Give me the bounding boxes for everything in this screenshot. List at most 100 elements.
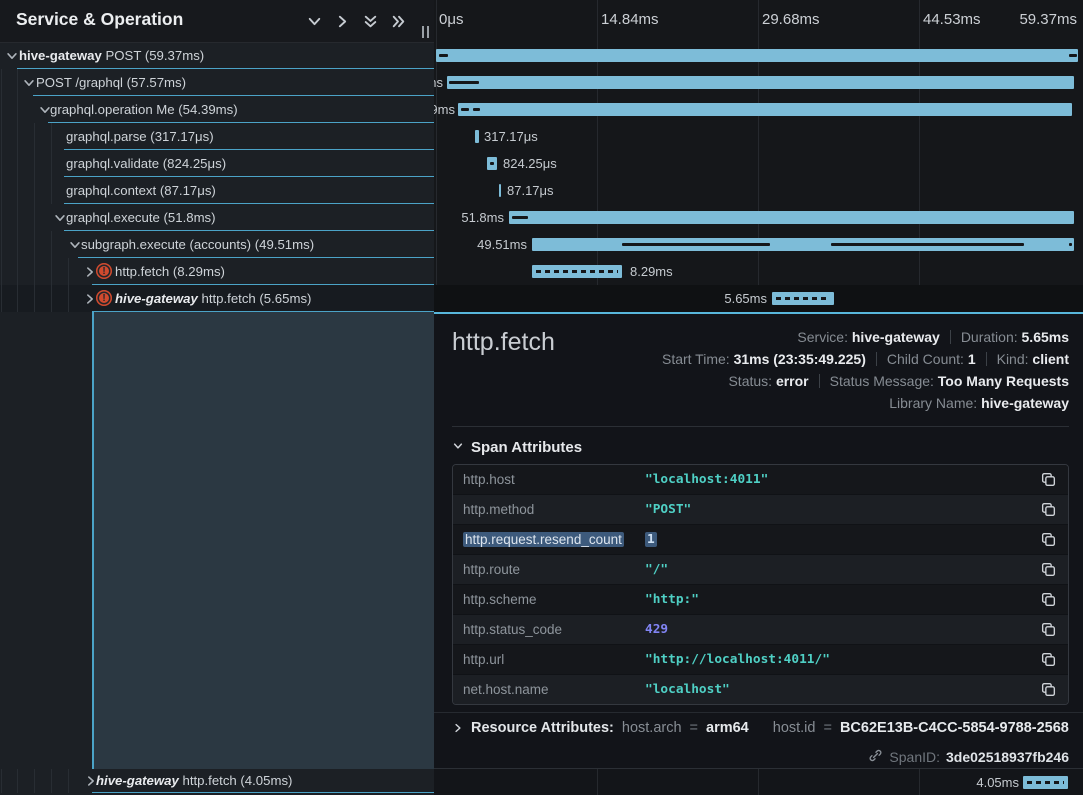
chevron-down-icon[interactable] (5, 49, 19, 63)
resource-value: BC62E13B-C4CC-5854-9788-2568... (839, 720, 1069, 736)
span-bar[interactable] (499, 184, 501, 197)
span-bar[interactable] (509, 211, 1074, 224)
expanded-span-region (92, 312, 434, 769)
span-duration-label: 87.17μs (507, 183, 554, 198)
chevron-down-icon[interactable] (38, 103, 52, 117)
attribute-key: http.scheme (463, 592, 537, 607)
indent-guide (17, 285, 18, 312)
span-meta-line: Status: error Status Message: Too Many Re… (662, 370, 1069, 392)
copy-icon[interactable] (1040, 501, 1058, 519)
meta-separator (949, 330, 951, 344)
chevron-right-icon[interactable] (83, 292, 97, 306)
meta-value: client (1032, 351, 1069, 367)
span-bar[interactable] (532, 238, 1074, 251)
copy-icon[interactable] (1040, 591, 1058, 609)
tree-row[interactable]: POST /graphql (57.57ms) (0, 69, 434, 96)
meta-key: Kind: (996, 351, 1033, 367)
tree-row-label: graphql.execute (51.8ms) (66, 210, 216, 225)
resource-attributes-row: Resource Attributes: host.arch = arm64 host.… (452, 720, 1069, 736)
expand-children-icon[interactable] (334, 13, 351, 30)
collapse-all-icon[interactable] (362, 13, 379, 30)
attribute-value: 1 (645, 532, 657, 547)
timeline-row: 317.17μs (434, 123, 1083, 150)
chevron-down-icon[interactable] (68, 238, 82, 252)
attribute-value: "/" (645, 562, 669, 577)
span-meta: Service: hive-gateway Duration: 5.65ms Sta… (662, 326, 1069, 414)
tree-row[interactable]: graphql.operation Me (54.39ms) (0, 96, 434, 123)
tree-row-label: graphql.parse (317.17μs) (66, 129, 214, 144)
chevron-right-icon[interactable] (84, 774, 98, 788)
collapse-children-icon[interactable] (306, 13, 323, 30)
indent-guide (34, 150, 35, 177)
span-attributes-header[interactable]: Span Attributes (452, 439, 582, 456)
timeline-row: 54.39ms (434, 96, 1083, 123)
link-icon[interactable] (868, 748, 883, 766)
span-bar[interactable] (772, 292, 834, 305)
attribute-row: http.request.resend_count 1 (453, 525, 1068, 554)
meta-value: 5.65ms (1021, 329, 1069, 345)
span-bar[interactable] (447, 76, 1074, 89)
row-separator (64, 230, 434, 231)
tree-row[interactable]: graphql.validate (824.25μs) (0, 150, 434, 177)
indent-guide (51, 231, 52, 258)
meta-value: Too Many Requests (937, 373, 1069, 389)
span-bar-segment (473, 108, 480, 111)
copy-icon[interactable] (1040, 531, 1058, 549)
chevron-down-icon[interactable] (22, 76, 36, 90)
tree-row-label: graphql.validate (824.25μs) (66, 156, 227, 171)
span-bar-segment (831, 243, 1024, 246)
row-separator (78, 257, 434, 258)
tree-row[interactable]: hive-gateway POST (59.37ms) (0, 42, 434, 69)
indent-guide (51, 150, 52, 177)
indent-guide (1, 231, 2, 258)
span-bar[interactable] (532, 265, 622, 278)
tree-row[interactable]: ! hive-gateway http.fetch (5.65ms) (0, 285, 434, 312)
meta-value: 1 (967, 351, 976, 367)
selected-row-highlight (434, 285, 1083, 312)
error-icon: ! (96, 263, 112, 279)
attribute-key: http.route (463, 562, 521, 577)
divider (434, 712, 1083, 713)
span-bar-segment (1069, 243, 1072, 246)
ruler-tick: 14.84ms (601, 11, 659, 28)
timeline-row: 57.57ms (434, 69, 1083, 96)
copy-icon[interactable] (1040, 651, 1058, 669)
meta-key: Library Name: (889, 395, 982, 411)
tree-row[interactable]: graphql.execute (51.8ms) (0, 204, 434, 231)
gridline (919, 0, 920, 312)
tree-row-label: hive-gateway POST (59.37ms) (19, 48, 205, 63)
resource-attributes-header[interactable]: Resource Attributes: (452, 720, 614, 736)
span-bar[interactable] (475, 130, 479, 143)
panel-resize-handle[interactable] (422, 26, 429, 38)
span-duration-label: 824.25μs (503, 156, 557, 171)
span-bar[interactable] (436, 49, 1078, 62)
chevron-down-icon[interactable] (53, 211, 67, 225)
chevron-right-icon[interactable] (83, 265, 97, 279)
tree-header: Service & Operation (0, 0, 434, 43)
span-bar[interactable] (487, 157, 497, 170)
divider (452, 426, 1069, 427)
error-icon: ! (96, 290, 112, 306)
tree-row[interactable]: graphql.context (87.17μs) (0, 177, 434, 204)
copy-icon[interactable] (1040, 621, 1058, 639)
meta-value: hive-gateway (851, 329, 940, 345)
timeline-row: 87.17μs (434, 177, 1083, 204)
copy-icon[interactable] (1040, 561, 1058, 579)
tree-row[interactable]: subgraph.execute (accounts) (49.51ms) (0, 231, 434, 258)
tree-row[interactable]: graphql.parse (317.17μs) (0, 123, 434, 150)
indent-guide (51, 285, 52, 312)
row-separator (92, 311, 434, 312)
chevron-down-icon (452, 439, 464, 456)
tree-row-label: graphql.context (87.17μs) (66, 183, 216, 198)
meta-value: hive-gateway (981, 395, 1069, 411)
span-bar[interactable] (458, 103, 1072, 116)
row-separator (64, 176, 434, 177)
attribute-row: net.host.name "localhost" (453, 675, 1068, 704)
tree-row[interactable]: ! http.fetch (8.29ms) (0, 258, 434, 285)
copy-icon[interactable] (1040, 681, 1058, 699)
meta-key: Start Time: (661, 351, 734, 367)
expand-all-icon[interactable] (390, 13, 407, 30)
span-bar[interactable] (1023, 776, 1068, 789)
copy-icon[interactable] (1040, 471, 1058, 489)
tree-row[interactable]: hive-gateway http.fetch (4.05ms) (0, 769, 434, 793)
